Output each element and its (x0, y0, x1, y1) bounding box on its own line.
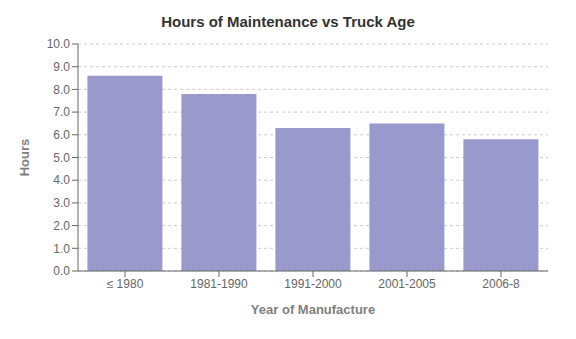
svg-text:1.0: 1.0 (53, 242, 70, 256)
svg-text:0.0: 0.0 (53, 264, 70, 278)
svg-text:Hours: Hours (17, 139, 32, 177)
svg-text:5.0: 5.0 (53, 151, 70, 165)
svg-text:2.0: 2.0 (53, 219, 70, 233)
svg-text:Year of Manufacture: Year of Manufacture (251, 302, 375, 317)
svg-text:1981-1990: 1981-1990 (190, 277, 248, 291)
svg-text:3.0: 3.0 (53, 196, 70, 210)
html-text:Hours of Maintenance vs Truck: Hours of Maintenance vs Truck Age (161, 13, 415, 30)
svg-text:10.0: 10.0 (47, 37, 71, 51)
svg-text:7.0: 7.0 (53, 105, 70, 119)
svg-text:8.0: 8.0 (53, 83, 70, 97)
svg-text:6.0: 6.0 (53, 128, 70, 142)
svg-text:9.0: 9.0 (53, 60, 70, 74)
svg-text:≤ 1980: ≤ 1980 (107, 277, 144, 291)
svg-text:4.0: 4.0 (53, 173, 70, 187)
svg-text:2001-2005: 2001-2005 (378, 277, 436, 291)
svg-text:2006-8: 2006-8 (482, 277, 520, 291)
svg-text:1991-2000: 1991-2000 (284, 277, 342, 291)
